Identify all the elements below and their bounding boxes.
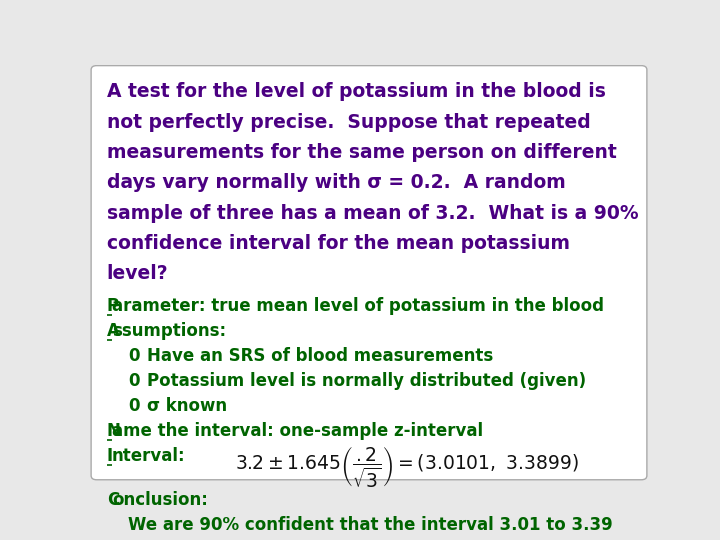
Text: confidence interval for the mean potassium: confidence interval for the mean potassi… [107, 234, 570, 253]
Text: level?: level? [107, 265, 168, 284]
Text: $3.2 \pm 1.645\left(\dfrac{.2}{\sqrt{3}}\right) = (3.0101,\ 3.3899)$: $3.2 \pm 1.645\left(\dfrac{.2}{\sqrt{3}}… [235, 446, 579, 490]
Text: A test for the level of potassium in the blood is: A test for the level of potassium in the… [107, 82, 606, 102]
Text: ame the interval: one-sample z-interval: ame the interval: one-sample z-interval [112, 422, 483, 440]
Text: I: I [107, 447, 113, 465]
Text: P: P [107, 297, 119, 315]
Text: ssumptions:: ssumptions: [112, 322, 226, 340]
Text: σ known: σ known [147, 397, 227, 415]
Text: not perfectly precise.  Suppose that repeated: not perfectly precise. Suppose that repe… [107, 113, 590, 132]
Text: A: A [107, 322, 120, 340]
Text: 0: 0 [128, 397, 140, 415]
Text: C: C [107, 490, 119, 509]
Text: Have an SRS of blood measurements: Have an SRS of blood measurements [147, 347, 493, 365]
Text: We are 90% confident that the interval 3.01 to 3.39: We are 90% confident that the interval 3… [128, 516, 613, 534]
Text: 0: 0 [128, 372, 140, 390]
Text: sample of three has a mean of 3.2.  What is a 90%: sample of three has a mean of 3.2. What … [107, 204, 639, 222]
Text: nterval:: nterval: [112, 447, 186, 465]
Text: 0: 0 [128, 347, 140, 365]
Text: measurements for the same person on different: measurements for the same person on diff… [107, 143, 616, 162]
Text: onclusion:: onclusion: [112, 490, 208, 509]
Text: N: N [107, 422, 121, 440]
Text: days vary normally with σ = 0.2.  A random: days vary normally with σ = 0.2. A rando… [107, 173, 565, 192]
FancyBboxPatch shape [91, 66, 647, 480]
Text: Potassium level is normally distributed (given): Potassium level is normally distributed … [147, 372, 586, 390]
Text: arameter: true mean level of potassium in the blood: arameter: true mean level of potassium i… [112, 297, 604, 315]
